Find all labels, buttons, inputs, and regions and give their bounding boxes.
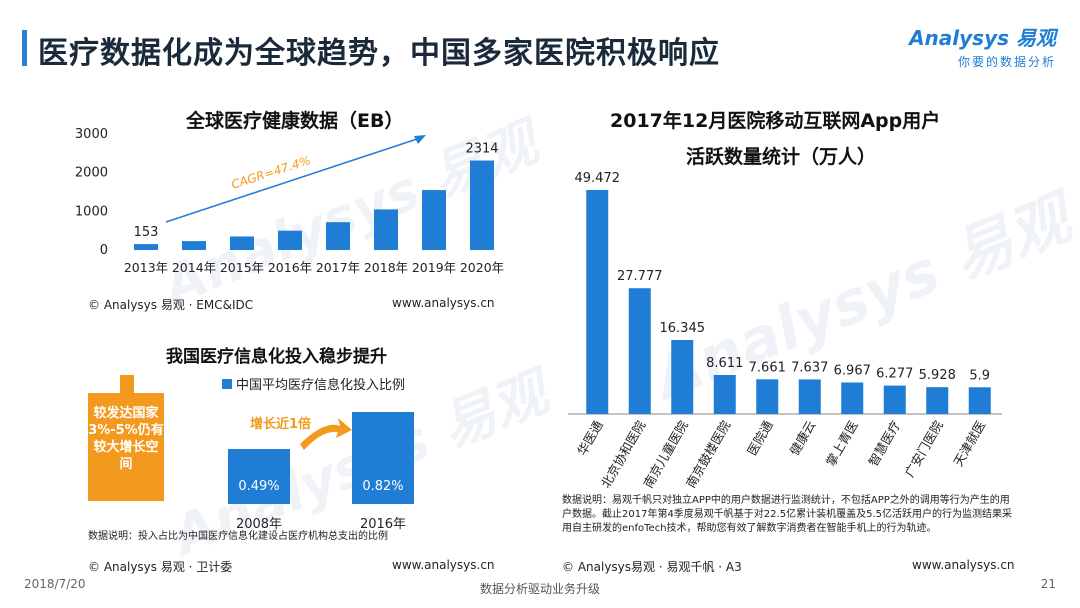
x-tick-label: 智慧医疗	[865, 418, 903, 469]
chart2-site: www.analysys.cn	[392, 558, 495, 572]
data-label: 49.472	[575, 171, 621, 186]
bar	[230, 236, 254, 250]
data-label: 2314	[465, 142, 498, 157]
chart3-title-line1: 2017年12月医院移动互联网App用户	[610, 110, 941, 132]
data-label: 5.9	[969, 368, 990, 383]
chart2-bars	[228, 412, 414, 504]
x-tick-label: 2013年	[124, 260, 168, 275]
chart2-title: 我国医疗信息化投入稳步提升	[166, 347, 387, 367]
data-label: 16.345	[660, 321, 706, 336]
data-label: 8.611	[706, 356, 743, 371]
x-tick-label: 2015年	[220, 260, 264, 275]
callout-box: 较发达国家3%-5%仍有较大增长空间	[88, 393, 164, 501]
chart3-note: 数据说明：易观千帆只对独立APP中的用户数据进行监测统计，不包括APP之外的调用…	[562, 495, 1012, 534]
chart1-bars	[134, 160, 494, 250]
bar	[182, 241, 206, 250]
title-accent-bar	[22, 30, 27, 66]
growth-annotation: 增长近1倍	[250, 416, 311, 432]
x-tick-label: 2008年	[236, 517, 282, 532]
x-tick-label: 2019年	[412, 260, 456, 275]
callout-notch	[120, 375, 134, 395]
data-label: 7.637	[791, 360, 828, 375]
bar	[671, 339, 694, 414]
bar	[326, 222, 350, 250]
bar	[278, 230, 302, 250]
chart3-site: www.analysys.cn	[912, 558, 1015, 572]
x-tick-label: 健康云	[787, 418, 819, 458]
bar	[841, 382, 864, 414]
y-tick-label: 0	[100, 243, 108, 258]
x-tick-label: 2018年	[364, 260, 408, 275]
x-tick-label: 2016年	[268, 260, 312, 275]
data-label: 0.82%	[362, 479, 403, 494]
x-tick-label: 天津就医	[950, 418, 988, 469]
y-tick-label: 3000	[75, 127, 108, 142]
data-label: 5.928	[919, 368, 956, 383]
chart2-labels: 0.49% 2008年 0.82% 2016年	[236, 479, 406, 532]
x-tick-label: 北京协和医院	[598, 418, 649, 491]
data-label: 27.777	[617, 269, 663, 284]
data-label: 0.49%	[238, 479, 279, 494]
chart3-labels: 49.472 27.777 16.345 8.611 7.661 7.637 6.967 6.…	[575, 171, 991, 383]
bar	[756, 379, 779, 414]
slide-title: 医疗数据化成为全球趋势，中国多家医院积极响应	[38, 36, 720, 71]
growth-arrow	[300, 418, 352, 450]
x-tick-label: 2014年	[172, 260, 216, 275]
bar	[713, 375, 736, 414]
x-tick-label: 南京鼓楼医院	[683, 418, 734, 491]
bar	[134, 244, 158, 250]
x-tick-label: 华医通	[574, 418, 606, 458]
x-tick-label: 2020年	[460, 260, 504, 275]
data-label: 153	[134, 225, 159, 240]
chart1-axis: 0 1000 2000 3000	[75, 127, 108, 258]
legend-swatch	[222, 378, 232, 389]
y-tick-label: 2000	[75, 166, 108, 181]
bar	[470, 160, 494, 250]
chart1-source: © Analysys 易观 · EMC&IDC	[88, 298, 254, 312]
bar	[352, 412, 414, 504]
x-tick-label: 掌上青医	[823, 418, 861, 469]
bar	[374, 209, 398, 250]
bar	[883, 385, 906, 414]
page-number: 21	[1040, 577, 1056, 591]
chart3-svg: 49.472 27.777 16.345 8.611 7.661 7.637 6.967 6.…	[568, 171, 1002, 490]
chart2-legend: 中国平均医疗信息化投入比例	[222, 374, 405, 393]
footer-date: 2018/7/20	[24, 577, 86, 591]
cagr-annotation: CAGR=47.4%	[230, 153, 313, 192]
brand-slogan: 你要的数据分析	[957, 55, 1056, 69]
bar	[586, 190, 609, 414]
data-label: 6.967	[834, 363, 871, 378]
x-tick-label: 南京儿童医院	[640, 418, 691, 491]
chart2-source: © Analysys 易观 · 卫计委	[88, 560, 233, 574]
footer-slogan: 数据分析驱动业务升级	[479, 582, 600, 596]
legend-label: 中国平均医疗信息化投入比例	[236, 378, 406, 393]
x-tick-label: 2016年	[360, 517, 406, 532]
bar	[628, 288, 651, 414]
brand-logo: Analysys 易观 你要的数据分析	[906, 22, 1056, 70]
chart1-site: www.analysys.cn	[392, 296, 495, 310]
bar	[968, 387, 991, 414]
chart1-title: 全球医疗健康数据（EB）	[186, 110, 404, 132]
chart1-labels: 2013年 153 2014年 2015年 2016年 2017年 2018年 2019年 20…	[124, 142, 504, 275]
cagr-arrow	[165, 137, 421, 223]
x-tick-label: 医院通	[744, 418, 776, 458]
bar	[422, 190, 446, 250]
chart2-svg: 0.49% 2008年 0.82% 2016年 增长近1倍	[228, 412, 414, 532]
bar	[228, 449, 290, 504]
cagr-arrowhead	[414, 135, 426, 144]
y-tick-label: 1000	[75, 204, 108, 219]
data-label: 6.277	[876, 367, 913, 382]
chart3-bars	[568, 190, 1002, 415]
brand-name: Analysys 易观	[909, 26, 1056, 50]
bar	[798, 379, 821, 414]
x-tick-label: 2017年	[316, 260, 360, 275]
chart2-note: 数据说明：投入占比为中国医疗信息化建设占医疗机构总支出的比例	[88, 531, 388, 542]
data-label: 7.661	[749, 360, 786, 375]
bar	[926, 387, 949, 414]
chart3-source: © Analysys易观 · 易观千帆 · A3	[562, 560, 742, 574]
chart3-title-line2: 活跃数量统计（万人）	[686, 146, 877, 168]
x-tick-label: 广安门医院	[902, 418, 946, 480]
